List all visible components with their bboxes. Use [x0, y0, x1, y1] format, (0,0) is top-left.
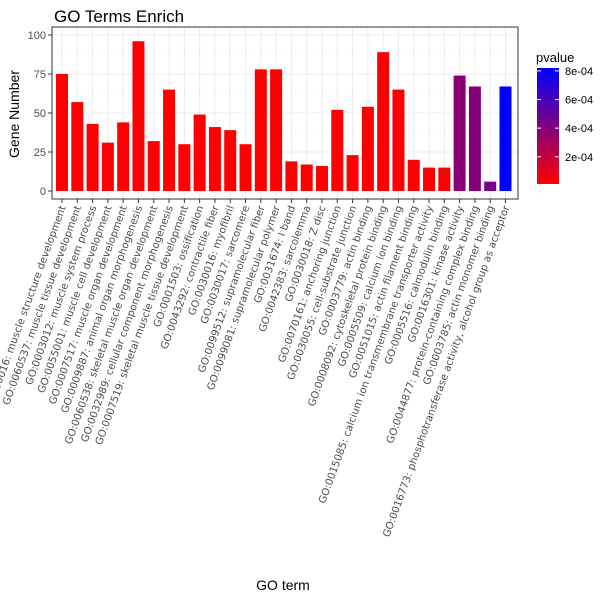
bar	[315, 166, 328, 191]
bar	[331, 109, 344, 191]
bar	[423, 167, 436, 191]
y-axis: 0 25 50 75 100	[28, 30, 52, 198]
pvalue-legend: pvalue 8e-04 6e-04 4e-04 2e-04	[536, 50, 593, 184]
bar	[407, 159, 420, 191]
x-axis-title: GO term	[256, 577, 310, 593]
legend-tick-label: 8e-04	[565, 66, 593, 78]
bar	[101, 142, 114, 191]
legend-tick-label: 4e-04	[565, 123, 593, 135]
legend-ticks: 8e-04 6e-04 4e-04 2e-04	[537, 66, 593, 164]
bar	[270, 69, 283, 191]
legend-title: pvalue	[536, 50, 574, 65]
y-axis-title: Gene Number	[6, 70, 22, 158]
bar	[193, 114, 206, 191]
bar	[377, 52, 390, 191]
bar	[285, 161, 298, 191]
plot-panel	[51, 26, 519, 200]
bar	[392, 89, 405, 191]
bar	[300, 164, 313, 191]
bar	[178, 144, 191, 191]
bar	[499, 86, 512, 191]
bar	[147, 141, 160, 191]
bar	[254, 69, 267, 191]
y-tick-label: 75	[34, 69, 46, 81]
legend-tick-label: 6e-04	[565, 95, 593, 107]
bar	[86, 123, 99, 191]
y-tick-label: 50	[34, 108, 46, 120]
legend-colorbar	[537, 68, 559, 184]
x-axis: GO:0030016: muscle structure development…	[0, 199, 513, 539]
legend-tick-label: 2e-04	[565, 152, 593, 164]
bar	[56, 74, 68, 191]
bar	[71, 102, 84, 191]
chart-title: GO Terms Enrich	[54, 7, 184, 26]
y-tick-label: 0	[40, 186, 46, 198]
y-tick-label: 100	[28, 30, 46, 42]
bar	[117, 122, 130, 191]
bar	[438, 167, 451, 191]
y-tick-label: 25	[34, 147, 46, 159]
bar	[468, 86, 481, 191]
bar	[453, 75, 466, 191]
bar	[208, 127, 221, 191]
bars	[56, 41, 512, 191]
bar	[239, 144, 252, 191]
bar	[346, 155, 359, 191]
bar	[224, 130, 237, 191]
bar	[132, 41, 145, 191]
bar	[484, 181, 497, 191]
bar	[163, 89, 176, 191]
bar	[361, 106, 374, 191]
